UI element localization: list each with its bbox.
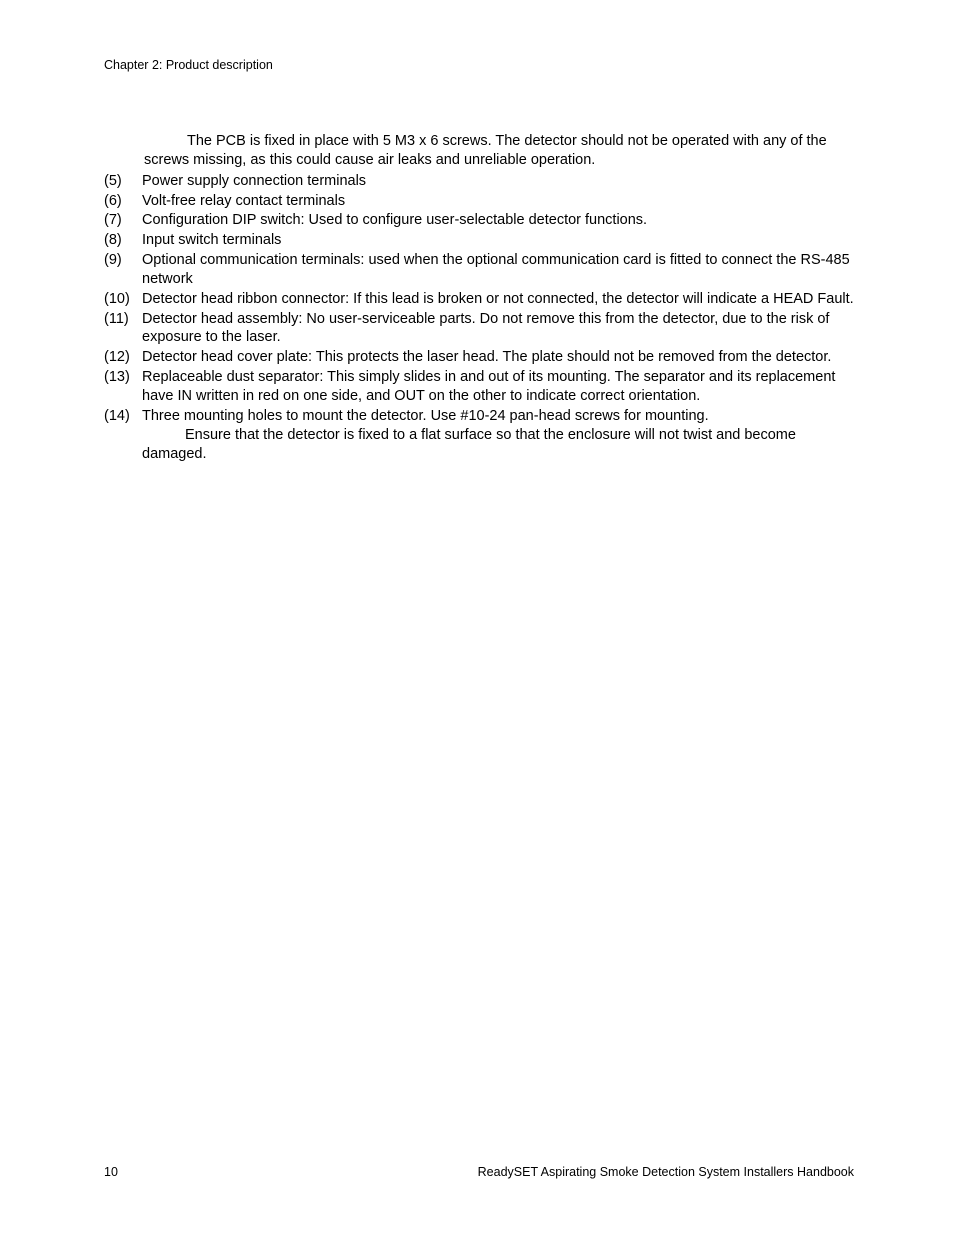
intro-paragraph: The PCB is fixed in place with 5 M3 x 6 … bbox=[104, 132, 854, 170]
list-marker: (12) bbox=[104, 348, 142, 367]
page-number: 10 bbox=[104, 1165, 118, 1179]
list-item: (5) Power supply connection terminals bbox=[104, 172, 854, 191]
page-footer: 10 ReadySET Aspirating Smoke Detection S… bbox=[104, 1165, 854, 1179]
list-marker: (6) bbox=[104, 192, 142, 211]
list-text: Three mounting holes to mount the detect… bbox=[142, 407, 854, 426]
list-marker: (8) bbox=[104, 231, 142, 250]
list-marker: (9) bbox=[104, 251, 142, 289]
list-item: (10) Detector head ribbon connector: If … bbox=[104, 290, 854, 309]
list-content: Input switch terminals bbox=[142, 231, 854, 250]
list-content: Replaceable dust separator: This simply … bbox=[142, 368, 854, 406]
list-item: (11) Detector head assembly: No user-ser… bbox=[104, 310, 854, 348]
intro-text: The PCB is fixed in place with 5 M3 x 6 … bbox=[144, 132, 854, 170]
footer-title: ReadySET Aspirating Smoke Detection Syst… bbox=[478, 1165, 854, 1179]
list-item: (13) Replaceable dust separator: This si… bbox=[104, 368, 854, 406]
list-marker: (7) bbox=[104, 211, 142, 230]
list-item: (12) Detector head cover plate: This pro… bbox=[104, 348, 854, 367]
list-item: (9) Optional communication terminals: us… bbox=[104, 251, 854, 289]
list-content: Detector head ribbon connector: If this … bbox=[142, 290, 854, 309]
list-item: (14) Three mounting holes to mount the d… bbox=[104, 407, 854, 464]
list-subtext: Ensure that the detector is fixed to a f… bbox=[142, 426, 854, 464]
list-item: (7) Configuration DIP switch: Used to co… bbox=[104, 211, 854, 230]
list-item: (6) Volt-free relay contact terminals bbox=[104, 192, 854, 211]
list-marker: (13) bbox=[104, 368, 142, 406]
list-content: Configuration DIP switch: Used to config… bbox=[142, 211, 854, 230]
list-marker: (11) bbox=[104, 310, 142, 348]
list-content: Three mounting holes to mount the detect… bbox=[142, 407, 854, 464]
list-item: (8) Input switch terminals bbox=[104, 231, 854, 250]
numbered-list: (5) Power supply connection terminals (6… bbox=[104, 172, 854, 464]
list-content: Volt-free relay contact terminals bbox=[142, 192, 854, 211]
list-content: Optional communication terminals: used w… bbox=[142, 251, 854, 289]
list-marker: (5) bbox=[104, 172, 142, 191]
list-marker: (10) bbox=[104, 290, 142, 309]
list-content: Detector head assembly: No user-servicea… bbox=[142, 310, 854, 348]
list-content: Detector head cover plate: This protects… bbox=[142, 348, 854, 367]
list-marker: (14) bbox=[104, 407, 142, 464]
chapter-header: Chapter 2: Product description bbox=[104, 58, 854, 72]
list-content: Power supply connection terminals bbox=[142, 172, 854, 191]
